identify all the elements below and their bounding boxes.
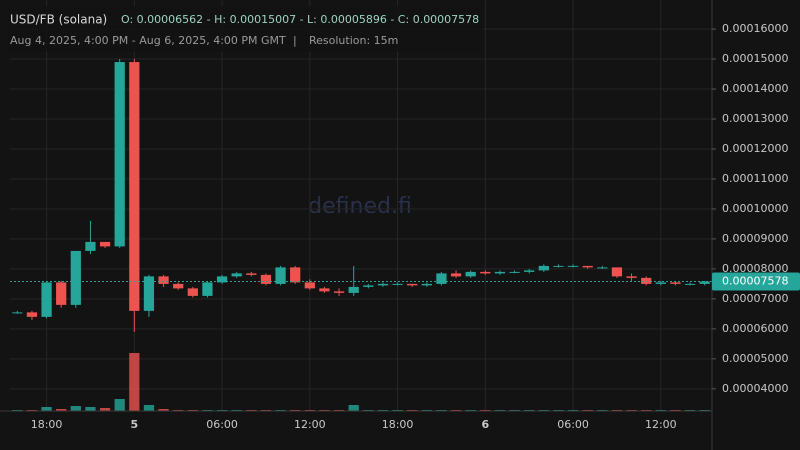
x-tick-label: 6: [481, 418, 489, 431]
candle-body: [158, 276, 169, 284]
volume-bar: [348, 405, 359, 411]
resolution: Resolution: 15m: [309, 34, 398, 47]
x-tick-label: 18:00: [382, 418, 414, 431]
candle-body: [290, 267, 301, 283]
last-price-label: 0.00007578: [722, 275, 788, 288]
x-tick-label: 12:00: [294, 418, 326, 431]
candle-body: [421, 283, 432, 286]
candle-body: [407, 283, 418, 286]
pair: USD/FB (solana): [10, 13, 107, 27]
candle-body: [582, 265, 593, 268]
volume-bar: [85, 407, 96, 411]
candle-body: [494, 271, 506, 274]
candle-body: [99, 241, 111, 247]
candle-body: [275, 267, 286, 284]
y-tick-label: 0.00016000: [722, 22, 788, 35]
candle-body: [202, 282, 213, 296]
candle-body: [567, 265, 579, 267]
volume-bar: [99, 408, 111, 411]
x-tick-label: 12:00: [645, 418, 677, 431]
candle-body: [377, 283, 389, 286]
x-tick-label: 18:00: [31, 418, 63, 431]
y-tick-label: 0.00008000: [722, 262, 788, 275]
candle-body: [333, 291, 345, 293]
candle-body: [626, 276, 637, 278]
y-tick-label: 0.00006000: [722, 322, 788, 335]
candle-body: [392, 283, 403, 285]
candle-body: [509, 271, 520, 273]
candle-body: [304, 282, 315, 289]
candle-body: [450, 273, 462, 277]
candle-body: [246, 273, 257, 275]
y-tick-label: 0.00012000: [722, 142, 788, 155]
candle-body: [26, 312, 38, 317]
candle-body: [699, 281, 710, 284]
ohlc: O: 0.00006562 - H: 0.00015007 - L: 0.000…: [121, 13, 479, 26]
candle-body: [641, 277, 652, 284]
x-tick-label: 5: [130, 418, 138, 431]
volume-bar: [143, 405, 155, 411]
y-tick-label: 0.00015000: [722, 52, 788, 65]
candle-body: [597, 267, 608, 269]
candle-body: [611, 267, 623, 277]
header-bg: [8, 6, 483, 52]
candle-body: [56, 282, 67, 305]
last-price-box: [712, 272, 800, 291]
candle-body: [553, 265, 564, 267]
y-tick-label: 0.00005000: [722, 352, 788, 365]
candle-body: [436, 273, 447, 284]
watermark: defined.fi: [308, 194, 412, 219]
candle-body: [70, 250, 81, 305]
separator: |: [293, 34, 297, 47]
candle-body: [465, 271, 476, 277]
candle-body: [684, 283, 696, 285]
candle-body: [114, 62, 125, 247]
y-tick-label: 0.00010000: [722, 202, 788, 215]
y-tick-label: 0.00014000: [722, 82, 788, 95]
candle-body: [85, 241, 96, 251]
y-tick-label: 0.00007000: [722, 292, 788, 305]
y-tick-label: 0.00011000: [722, 172, 788, 185]
candle-body: [173, 283, 184, 289]
candle-body: [480, 271, 491, 274]
candle-body: [670, 282, 681, 284]
candle-body: [260, 274, 272, 284]
candle-body: [348, 286, 359, 293]
x-tick-label: 06:00: [206, 418, 238, 431]
candle-body: [363, 285, 374, 287]
candle-body: [524, 270, 535, 272]
volume-bar: [70, 406, 81, 411]
candle-body: [12, 312, 23, 314]
volume-bar: [41, 407, 52, 411]
candle-body: [187, 288, 198, 296]
volume-bar: [129, 353, 140, 411]
volume-bar: [56, 409, 67, 411]
candle-body: [216, 276, 228, 283]
candle-body: [319, 288, 330, 292]
y-tick-label: 0.00013000: [722, 112, 788, 125]
range: Aug 4, 2025, 4:00 PM - Aug 6, 2025, 4:00…: [10, 34, 286, 47]
y-tick-label: 0.00009000: [722, 232, 788, 245]
candle-body: [231, 273, 242, 277]
x-tick-label: 06:00: [557, 418, 589, 431]
volume-bar: [114, 399, 125, 411]
volume-bar: [158, 409, 169, 411]
candle-body: [143, 276, 155, 311]
candle-body: [41, 282, 52, 317]
y-tick-label: 0.00004000: [722, 382, 788, 395]
candle-body: [538, 265, 549, 271]
candle-body: [129, 62, 140, 311]
candle-body: [655, 282, 666, 284]
